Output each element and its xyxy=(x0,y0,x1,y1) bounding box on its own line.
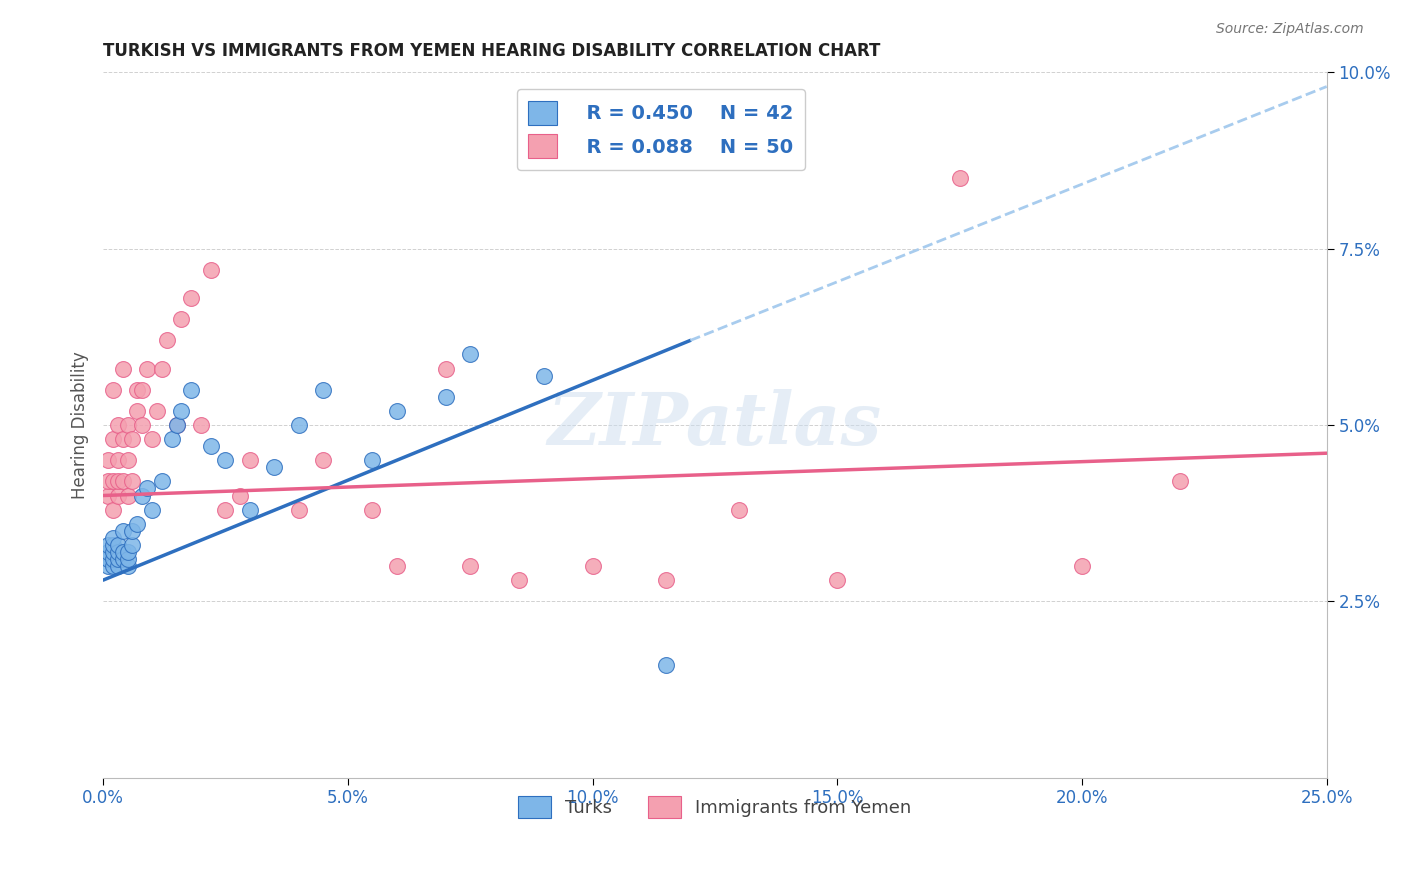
Point xyxy=(101,502,124,516)
Point xyxy=(239,502,262,516)
Point xyxy=(434,390,457,404)
Point xyxy=(127,516,149,531)
Point xyxy=(107,559,129,574)
Point xyxy=(107,489,129,503)
Point xyxy=(166,417,188,432)
Point xyxy=(214,502,236,516)
Point xyxy=(214,453,236,467)
Point xyxy=(97,559,120,574)
Point xyxy=(117,545,139,559)
Point xyxy=(97,552,120,566)
Point xyxy=(458,347,481,361)
Point xyxy=(728,502,751,516)
Point xyxy=(361,453,384,467)
Point xyxy=(131,417,153,432)
Point xyxy=(288,417,311,432)
Point xyxy=(101,552,124,566)
Point xyxy=(156,334,179,348)
Point xyxy=(131,383,153,397)
Point xyxy=(200,263,222,277)
Point xyxy=(150,475,173,489)
Point xyxy=(288,502,311,516)
Point xyxy=(655,657,678,672)
Point xyxy=(458,559,481,574)
Point xyxy=(117,417,139,432)
Point xyxy=(117,552,139,566)
Point xyxy=(107,552,129,566)
Point xyxy=(1071,559,1094,574)
Point xyxy=(101,559,124,574)
Point xyxy=(229,489,252,503)
Point xyxy=(263,460,285,475)
Point xyxy=(166,417,188,432)
Point xyxy=(97,475,120,489)
Point xyxy=(434,361,457,376)
Point xyxy=(385,404,408,418)
Legend: Turks, Immigrants from Yemen: Turks, Immigrants from Yemen xyxy=(510,789,918,825)
Point xyxy=(508,573,530,587)
Point xyxy=(239,453,262,467)
Point xyxy=(111,361,134,376)
Point xyxy=(107,545,129,559)
Point xyxy=(949,171,972,186)
Point xyxy=(131,489,153,503)
Point xyxy=(136,482,159,496)
Point xyxy=(121,524,143,538)
Point xyxy=(101,538,124,552)
Point xyxy=(170,404,193,418)
Point xyxy=(190,417,212,432)
Point xyxy=(312,453,335,467)
Point xyxy=(111,524,134,538)
Point xyxy=(101,383,124,397)
Point xyxy=(180,383,202,397)
Point xyxy=(150,361,173,376)
Point xyxy=(107,417,129,432)
Point xyxy=(117,559,139,574)
Text: ZIPatlas: ZIPatlas xyxy=(548,390,882,460)
Point xyxy=(117,453,139,467)
Point xyxy=(385,559,408,574)
Point xyxy=(107,453,129,467)
Point xyxy=(121,432,143,446)
Point xyxy=(111,552,134,566)
Point xyxy=(121,538,143,552)
Point xyxy=(1168,475,1191,489)
Point xyxy=(117,489,139,503)
Point xyxy=(655,573,678,587)
Point xyxy=(107,475,129,489)
Point xyxy=(581,559,603,574)
Text: TURKISH VS IMMIGRANTS FROM YEMEN HEARING DISABILITY CORRELATION CHART: TURKISH VS IMMIGRANTS FROM YEMEN HEARING… xyxy=(103,42,880,60)
Point xyxy=(533,368,555,383)
Point xyxy=(141,432,163,446)
Y-axis label: Hearing Disability: Hearing Disability xyxy=(72,351,89,499)
Point xyxy=(121,475,143,489)
Point xyxy=(200,439,222,453)
Point xyxy=(312,383,335,397)
Point xyxy=(160,432,183,446)
Point xyxy=(111,432,134,446)
Point xyxy=(127,404,149,418)
Point xyxy=(111,475,134,489)
Point xyxy=(361,502,384,516)
Point xyxy=(180,291,202,305)
Point xyxy=(97,538,120,552)
Point xyxy=(146,404,169,418)
Point xyxy=(107,538,129,552)
Text: Source: ZipAtlas.com: Source: ZipAtlas.com xyxy=(1216,22,1364,37)
Point xyxy=(101,475,124,489)
Point xyxy=(97,545,120,559)
Point xyxy=(127,383,149,397)
Point xyxy=(111,545,134,559)
Point xyxy=(170,312,193,326)
Point xyxy=(825,573,848,587)
Point xyxy=(136,361,159,376)
Point xyxy=(97,453,120,467)
Point xyxy=(101,531,124,545)
Point xyxy=(101,432,124,446)
Point xyxy=(97,489,120,503)
Point xyxy=(141,502,163,516)
Point xyxy=(101,545,124,559)
